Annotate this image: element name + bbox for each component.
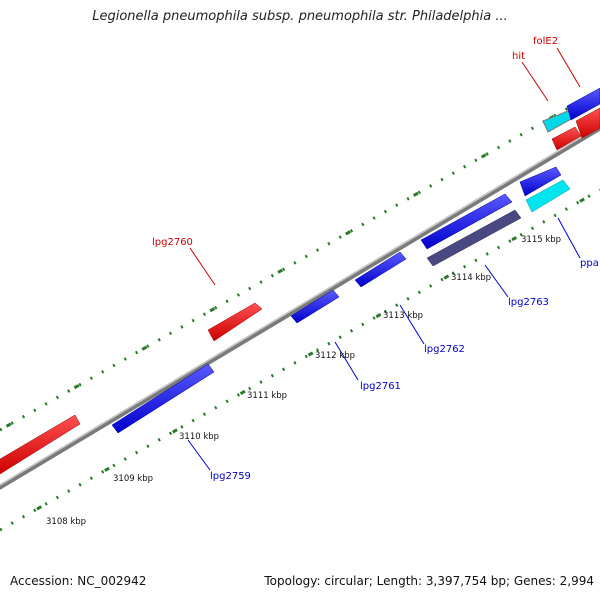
major-tick [209, 307, 216, 313]
major-tick [36, 505, 43, 511]
major-tick [480, 153, 487, 159]
major-tick [5, 422, 12, 428]
gene-lpg2758-arrow[interactable] [0, 414, 81, 475]
major-tick [345, 230, 351, 236]
major-tick [443, 274, 450, 280]
major-tick [73, 384, 80, 390]
scale-label: 3115 kbp [521, 235, 561, 245]
gene-ppa-arrow[interactable] [519, 166, 562, 197]
major-tick [239, 389, 246, 395]
gene-label[interactable]: hit [512, 51, 525, 62]
scale-label: 3111 kbp [247, 391, 287, 401]
rna-feature-arrow[interactable] [525, 179, 571, 213]
gene-lpg2759-arrow[interactable] [111, 363, 215, 434]
gene-red-right-2[interactable] [575, 107, 600, 139]
gene-red-right-1[interactable] [551, 126, 582, 151]
gene-lpg2763-arrow[interactable] [420, 193, 513, 250]
gene-lpg2761-arrow[interactable] [290, 289, 340, 324]
major-tick [171, 428, 178, 434]
gene-label[interactable]: lpg2760 [152, 237, 193, 248]
major-tick [104, 466, 110, 472]
topology-text: Topology: circular; Length: 3,397,754 bp… [264, 574, 594, 588]
genome-backbone [0, 125, 600, 490]
scale-label: 3109 kbp [113, 474, 153, 484]
gene-folE2-arrow[interactable] [566, 87, 600, 121]
feature-dark-arrow[interactable] [426, 209, 522, 267]
major-tick [277, 268, 284, 274]
gene-label[interactable]: ppa [580, 258, 599, 269]
scale-label: 3112 kbp [315, 351, 355, 361]
inner-tick-ring [0, 188, 600, 532]
major-tick [579, 197, 585, 203]
gene-lpg2762-arrow[interactable] [354, 251, 407, 288]
page-title: Legionella pneumophila subsp. pneumophil… [92, 9, 508, 24]
gene-lpg2760-arrow[interactable] [207, 302, 263, 342]
gene-label[interactable]: folE2 [533, 36, 558, 47]
gene-features [0, 87, 600, 475]
outer-tick-ring [0, 88, 600, 432]
accession-text: Accession: NC_002942 [10, 574, 147, 588]
scale-labels: 3108 kbp 3109 kbp 3110 kbp 3111 kbp 3112… [46, 235, 561, 527]
gene-label[interactable]: lpg2761 [360, 381, 401, 392]
gene-label[interactable]: lpg2762 [424, 344, 465, 355]
label-callouts [187, 47, 581, 471]
scale-label: 3108 kbp [46, 517, 86, 527]
gene-label[interactable]: lpg2763 [508, 297, 549, 308]
scale-label: 3114 kbp [451, 273, 491, 283]
major-tick [141, 345, 148, 351]
major-tick [307, 351, 314, 357]
gene-label[interactable]: lpg2759 [210, 471, 251, 482]
major-tick [511, 236, 518, 242]
gene-labels: lpg2759 lpg2760 lpg2761 lpg2762 lpg2763 … [152, 36, 599, 482]
scale-label: 3113 kbp [383, 311, 423, 321]
gene-hit-arrow[interactable] [542, 110, 574, 133]
major-tick [412, 191, 419, 197]
major-tick [375, 313, 382, 319]
scale-label: 3110 kbp [179, 432, 219, 442]
